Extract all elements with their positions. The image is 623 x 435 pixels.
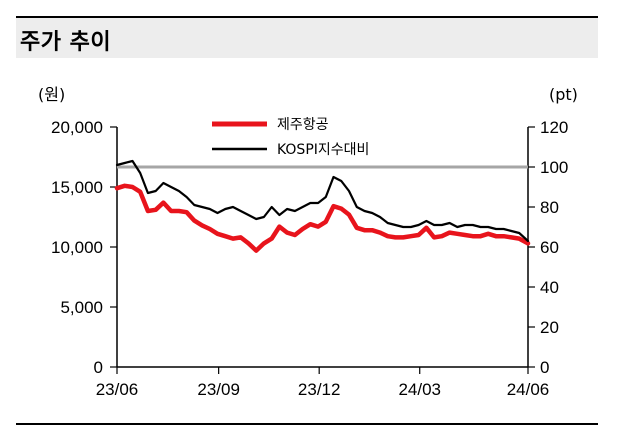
title-band xyxy=(16,18,598,58)
right-tick-label: 0 xyxy=(540,358,549,377)
left-axis-unit: (원) xyxy=(38,85,65,104)
right-tick-label: 60 xyxy=(540,238,559,257)
left-tick-label: 0 xyxy=(94,358,103,377)
x-tick-label: 23/09 xyxy=(197,380,240,399)
chart-title: 주가 추이 xyxy=(20,30,112,55)
series-line-jeju-air xyxy=(114,183,531,253)
left-tick-label: 5,000 xyxy=(60,298,103,317)
bottom-rule xyxy=(16,423,598,425)
title-top-rule xyxy=(16,16,598,18)
x-tick-label: 24/06 xyxy=(507,380,550,399)
right-axis-unit: (pt) xyxy=(549,85,578,104)
right-tick-label: 80 xyxy=(540,198,559,217)
right-tick-label: 40 xyxy=(540,278,559,297)
x-tick-label: 23/12 xyxy=(298,380,341,399)
left-tick-label: 20,000 xyxy=(51,118,103,137)
right-tick-label: 120 xyxy=(540,118,568,137)
right-tick-label: 100 xyxy=(540,158,568,177)
x-tick-label: 24/03 xyxy=(398,380,441,399)
legend-label: 제주항공 xyxy=(277,117,329,133)
legend-label: KOSPI지수대비 xyxy=(277,142,369,158)
left-tick-label: 15,000 xyxy=(51,178,103,197)
x-tick-label: 23/06 xyxy=(96,380,139,399)
right-tick-label: 20 xyxy=(540,318,559,337)
series-line-kospi-relative xyxy=(115,159,530,243)
left-tick-label: 10,000 xyxy=(51,238,103,257)
